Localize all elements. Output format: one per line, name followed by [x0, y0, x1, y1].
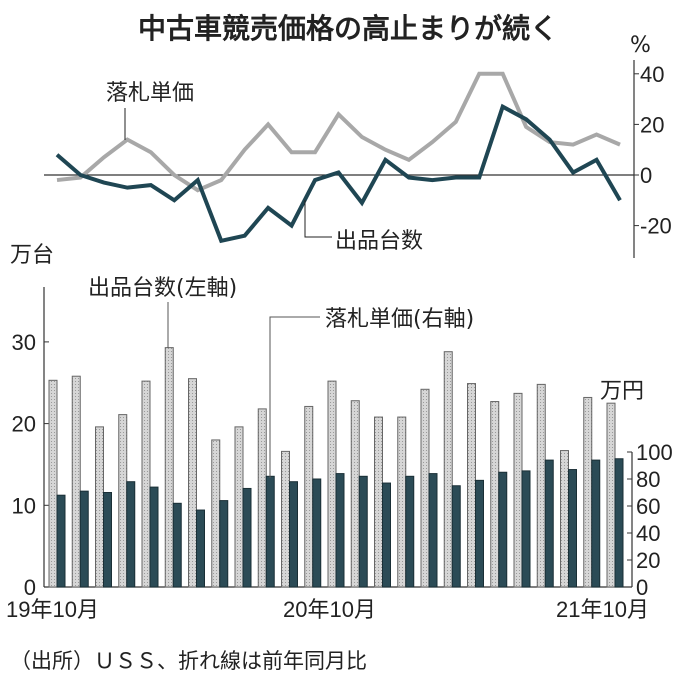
count-bar [374, 416, 383, 588]
count-bar [490, 401, 500, 588]
price-bar [265, 475, 275, 588]
count-bar [327, 380, 337, 588]
count-line-label: 出品台数 [335, 229, 423, 254]
y-tick-label: 40 [640, 62, 664, 87]
right-y-tick-label: 80 [636, 467, 660, 492]
right-y-tick-label: 100 [636, 440, 673, 465]
top-unit-label: % [630, 33, 651, 58]
right-unit-label: 万円 [600, 379, 644, 404]
x-tick-label: 20年10月 [283, 597, 376, 622]
right-y-tick-label: 60 [636, 494, 660, 519]
count-bar [188, 378, 197, 588]
price-bar [172, 502, 182, 588]
price-bar [568, 469, 577, 588]
price-bar [149, 486, 159, 588]
left-y-tick-label: 20 [12, 412, 36, 437]
count-bar [118, 414, 128, 588]
price-bar [475, 479, 484, 588]
count-bar [71, 375, 81, 588]
price-bar [79, 490, 89, 588]
price-bar [335, 473, 345, 588]
price-bar [382, 482, 391, 588]
price-line-label: 落札単価 [106, 81, 194, 106]
price-bar [591, 459, 601, 588]
count-bar [141, 380, 151, 588]
left-y-tick-label: 10 [12, 493, 36, 518]
price-bar [242, 487, 252, 588]
count-bar [513, 392, 523, 588]
right-y-tick-label: 20 [636, 548, 660, 573]
left-y-tick-label: 0 [24, 575, 36, 600]
count-bar [467, 383, 476, 588]
count-bar [583, 396, 593, 588]
price-bar [451, 485, 461, 588]
y-tick-label: 20 [640, 112, 664, 137]
count-bar [304, 405, 314, 588]
price-bar [126, 481, 136, 588]
left-unit-label: 万台 [10, 243, 54, 268]
count-bar [560, 450, 569, 588]
price-bar [614, 458, 624, 588]
count-line-leader [304, 200, 332, 238]
count-bar [211, 439, 221, 588]
count-bar [164, 347, 174, 588]
count-bar [350, 400, 360, 588]
count-bar [536, 383, 546, 588]
x-tick-label: 19年10月 [6, 597, 99, 622]
price-bar [521, 470, 531, 588]
count-bar [48, 379, 58, 588]
count-bar [281, 450, 290, 588]
count-change-line [55, 103, 622, 244]
source-note: （出所）ＵＳＳ、折れ線は前年同月比 [10, 649, 367, 673]
price-bar [56, 494, 66, 588]
right-y-tick-label: 40 [636, 521, 660, 546]
price-bar-label: 落札単価(右軸) [325, 307, 474, 332]
price-bar-leader [269, 316, 320, 478]
count-bar-label: 出品台数(左軸) [88, 276, 237, 301]
price-bar [196, 509, 205, 588]
count-bar [420, 388, 430, 588]
count-bar [95, 426, 104, 588]
count-bar [606, 402, 616, 588]
count-bar [257, 408, 267, 588]
count-bar [234, 426, 244, 588]
price-bar [498, 471, 508, 588]
chart-title: 中古車競売価格の高止まりが続く [138, 12, 558, 45]
x-tick-label: 21年10月 [556, 597, 649, 622]
y-tick-label: 0 [640, 163, 652, 188]
price-bar [405, 475, 415, 588]
price-bar [219, 500, 229, 588]
count-bar [397, 416, 407, 588]
price-bar [358, 475, 368, 588]
y-tick-label: -20 [640, 214, 672, 239]
left-y-tick-label: 30 [12, 330, 36, 355]
price-bar [312, 478, 322, 588]
right-y-tick-label: 0 [636, 575, 648, 600]
price-bar [428, 473, 438, 588]
price-bar [289, 481, 298, 588]
price-bar [544, 459, 554, 588]
count-bar [443, 351, 453, 588]
price-bar [103, 492, 112, 588]
